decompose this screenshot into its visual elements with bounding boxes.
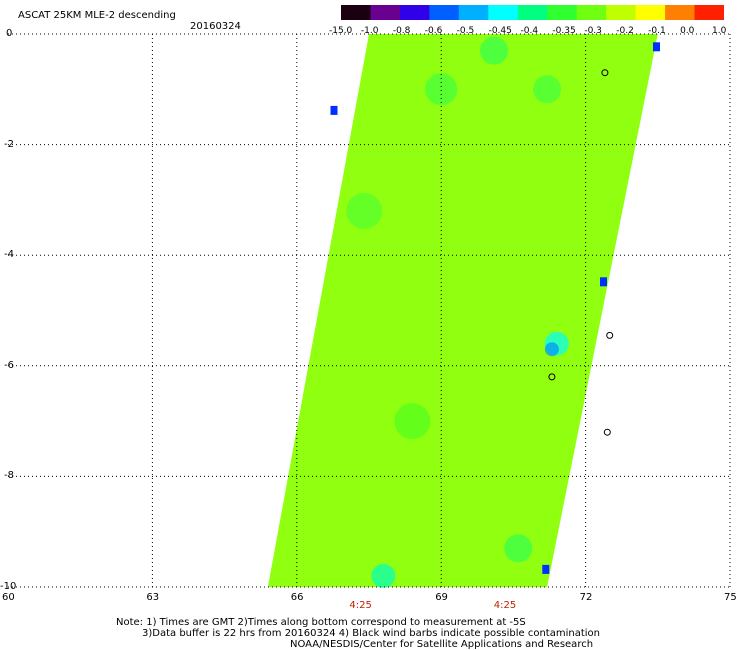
island-outline (601, 69, 609, 77)
colorbar-segment (341, 5, 372, 20)
colorbar (341, 5, 724, 20)
colorbar-label: -0.35 (552, 26, 576, 36)
swath-patch (394, 403, 431, 440)
lon-tick-label: 66 (290, 592, 304, 603)
note-line-1: Note: 1) Times are GMT 2)Times along bot… (116, 617, 526, 628)
colorbar-label: -0.6 (424, 26, 443, 36)
colorbar-segment (576, 5, 607, 20)
lon-tick-label: 63 (146, 592, 160, 603)
lon-tick-label: 60 (2, 592, 15, 603)
lat-tick-label: -4 (4, 249, 14, 261)
colorbar-segment (547, 5, 578, 20)
colorbar-label: -15.0 (329, 26, 353, 36)
colorbar-label: -0.1 (648, 26, 666, 36)
edge-pixel (600, 277, 607, 287)
swath-patch (480, 36, 509, 65)
pass-time-label: 4:25 (349, 600, 372, 611)
swath-patch (346, 193, 383, 229)
swath-patch (371, 563, 396, 588)
colorbar-label: -0.8 (392, 26, 411, 36)
swath-area (267, 34, 658, 587)
colorbar-label: -0.5 (456, 26, 475, 36)
island-outline (548, 373, 556, 381)
island-outline (603, 428, 611, 436)
swath-patch (544, 342, 559, 357)
colorbar-label: -0.4 (520, 26, 539, 36)
note-line-2: 3)Data buffer is 22 hrs from 20160324 4)… (142, 628, 600, 639)
swath-patch (533, 75, 562, 104)
colorbar-segment (635, 5, 666, 20)
edge-pixel (330, 105, 338, 115)
note-line-3: NOAA/NESDIS/Center for Satellite Applica… (290, 639, 594, 650)
colorbar-segment (606, 5, 637, 20)
edge-pixel (542, 564, 550, 574)
lon-tick-label: 72 (579, 592, 593, 603)
colorbar-label: 1.0 (712, 26, 727, 36)
edge-pixel (653, 42, 660, 52)
colorbar-label: -0.2 (616, 26, 634, 36)
colorbar-segment (399, 5, 430, 20)
colorbar-segment (665, 5, 696, 20)
island-outline (606, 331, 614, 339)
colorbar-label: -1.0 (360, 26, 379, 36)
lat-tick-label: -10 (0, 581, 17, 592)
colorbar-segment (370, 5, 401, 20)
lat-tick-label: -8 (4, 470, 14, 482)
colorbar-segment (694, 5, 724, 20)
colorbar-segment (429, 5, 460, 20)
swath-patch (425, 73, 458, 106)
pass-time-label: 4:25 (493, 600, 517, 611)
colorbar-segment (517, 5, 548, 20)
lat-tick-label: -2 (4, 138, 14, 150)
colorbar-segment (458, 5, 489, 20)
colorbar-label: -0.45 (488, 26, 512, 36)
colorbar-label: -0.3 (584, 26, 602, 36)
colorbar-label: 0.0 (680, 26, 695, 36)
chart-date: 20160324 (190, 21, 241, 32)
lon-tick-label: 69 (435, 592, 448, 603)
lat-tick-label: 0 (6, 28, 13, 39)
swath-patch (504, 534, 533, 563)
chart-title: ASCAT 25KM MLE-2 descending (18, 10, 176, 21)
lon-tick-label: 75 (724, 592, 737, 603)
lat-tick-label: -6 (4, 359, 14, 371)
colorbar-segment (488, 5, 519, 20)
